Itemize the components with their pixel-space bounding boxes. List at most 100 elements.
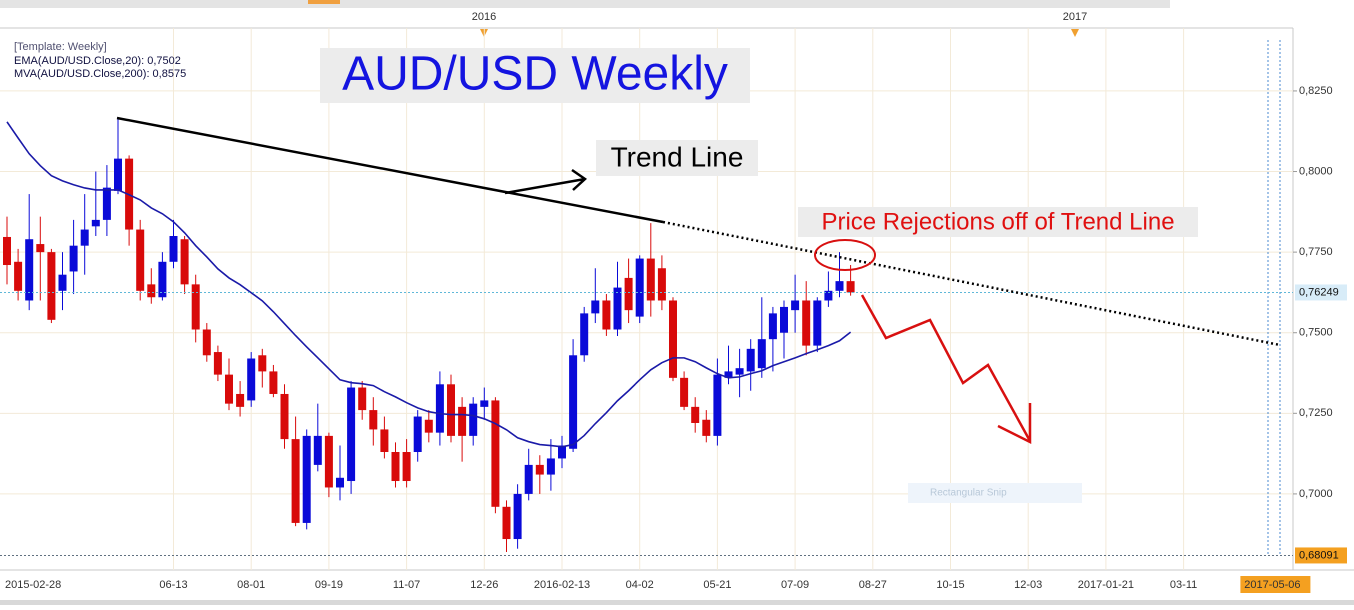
candle-body [646,258,655,301]
candle-body [25,239,34,301]
candle-body [835,281,844,291]
candle-body [36,244,45,253]
x-tick-label: 08-27 [859,579,887,591]
candle-body [657,268,666,301]
annotation: Price Rejections off of Trend Line [821,208,1174,235]
candle-body [191,284,200,330]
candle-body [213,352,222,375]
candle-body [413,416,422,453]
candle-body [3,236,11,266]
y-tick-label: 0,7750 [1299,246,1333,258]
trend-arrow [504,168,587,195]
trend-line [116,116,664,224]
candle-body [824,290,833,301]
candle-body [358,387,367,411]
candle-body [391,452,400,482]
candle-body [302,435,311,523]
candle-body [102,187,111,220]
toolbar [0,0,1170,8]
y-tick-label: 0,8000 [1299,165,1333,177]
price-label-box [1295,284,1347,301]
candle-body [669,300,677,378]
x-tick-label: 2017-01-21 [1078,579,1134,591]
candle-body [402,452,411,482]
candle-body [136,229,145,291]
x-tick-label: 2015-02-28 [5,579,61,591]
candle-body [458,406,467,436]
candle-body [491,400,500,507]
candle-body [447,384,455,436]
legend-text: [Template: Weekly] [14,41,107,53]
annotation-box [596,140,758,176]
x-tick-label: 11-07 [393,579,420,591]
candle-body [58,274,67,291]
candle-body [380,429,389,453]
candle-body [91,219,100,227]
top-year-label: 2016 [472,11,496,23]
candle-body [236,393,245,407]
projection-arrow [860,294,1032,445]
plot [0,118,1293,556]
candle-body [313,435,322,465]
scrollbar[interactable] [0,600,1354,605]
x-tick-highlight [1240,576,1311,593]
rejection-circle [814,239,876,271]
candle-body [602,300,611,330]
price-label-box [1295,547,1347,564]
candle-body [269,371,278,394]
chart-title: AUD/USD Weekly [342,48,728,101]
x-tick-label: 09-19 [315,579,343,591]
candle-body [813,300,822,346]
x-tick-label: 05-21 [703,579,731,591]
candle-body [791,300,800,311]
candle-body [324,435,333,488]
year-marker [1071,29,1079,37]
candle-body [258,355,267,372]
x-tick-label: 10-15 [936,579,964,591]
candle-body [180,239,189,285]
candle-body [247,358,256,401]
candle-body [768,313,777,340]
toolbar-button[interactable] [308,0,340,4]
candle-body [14,261,23,291]
ema-line [6,121,852,448]
candle-body [424,419,433,433]
candle-body [347,387,356,482]
price-label: 0,76249 [1299,286,1339,298]
candle-body [336,477,344,488]
x-tick-label: 12-03 [1014,579,1042,591]
candle-body [558,445,566,459]
candle-body [780,306,788,333]
candle-body [435,384,444,433]
annotation-box [798,207,1198,237]
x-tick-label: 12-26 [470,579,498,591]
x-tick-label: 04-02 [626,579,654,591]
candle-body [724,371,733,378]
candle-body [569,355,578,449]
candle-body [502,506,511,540]
candle-body [147,284,156,298]
y-tick-label: 0,8250 [1299,85,1333,97]
candle-body [169,236,178,262]
top-year-label: 2017 [1063,11,1087,23]
candle-body [225,374,233,404]
candle-body [746,348,755,372]
candle-body [757,339,766,369]
candle-body [613,287,622,330]
x-tick-label: 2016-02-13 [534,579,590,591]
candle-body [513,493,522,540]
candle-body [158,261,167,298]
price-label: 0,68091 [1299,549,1339,561]
candle-body [680,377,689,407]
candle-body [524,464,533,494]
candle-body [291,439,300,523]
candle-body [713,374,722,436]
watermark: Rectangular Snip [930,488,1007,499]
y-tick-label: 0,7000 [1299,488,1333,500]
x-tick-label: 08-01 [237,579,265,591]
candle-body [69,245,78,272]
candle-body [480,400,489,407]
annotation: Trend Line [611,141,744,172]
x-tick-label: 03-11 [1170,579,1197,591]
